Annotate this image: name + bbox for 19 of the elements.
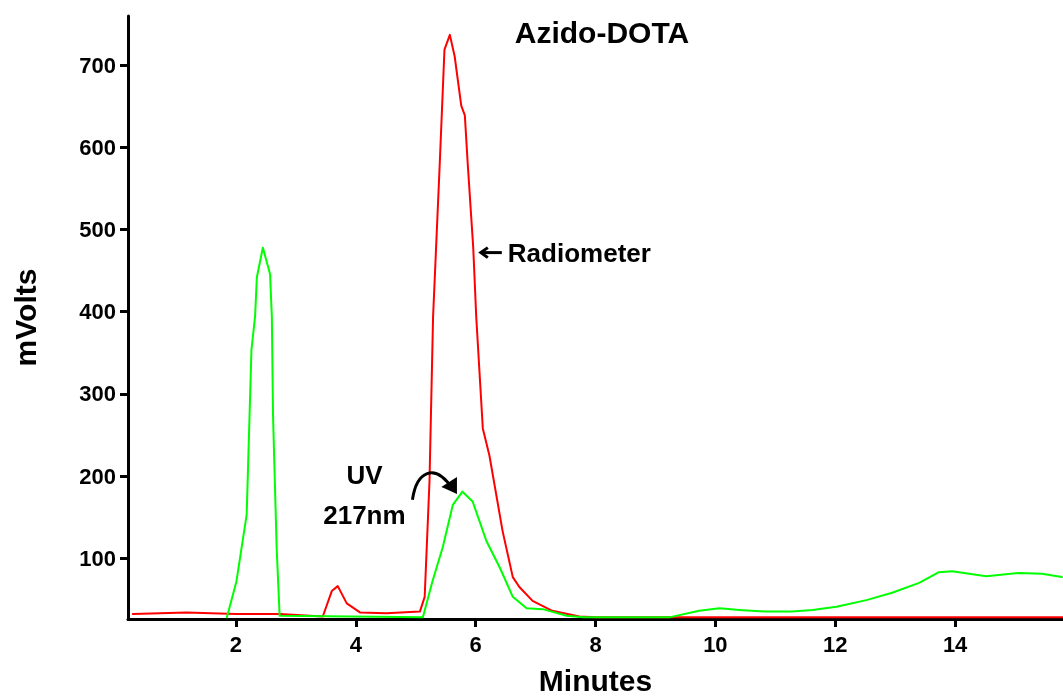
y-tick-label: 600: [79, 134, 116, 160]
x-tick-label: 12: [823, 631, 848, 657]
y-tick-label: 300: [79, 381, 116, 407]
chart-title: Azido-DOTA: [514, 15, 690, 49]
x-tick-label: 4: [349, 631, 363, 657]
y-tick-label: 100: [79, 545, 116, 571]
x-tick-label: 10: [703, 631, 728, 657]
y-tick-label: 500: [79, 217, 116, 243]
y-tick-label: 400: [79, 299, 116, 325]
x-tick-label: 6: [469, 631, 482, 657]
x-tick-label: 8: [589, 631, 602, 657]
annotation: UV 217nm: [322, 458, 407, 532]
y-tick-label: 200: [79, 463, 116, 489]
x-tick-label: 14: [942, 631, 969, 657]
annotation: Radiometer: [507, 236, 651, 270]
y-axis-title: mVolts: [8, 268, 42, 367]
x-axis-title: Minutes: [538, 663, 653, 697]
y-tick-label: 700: [79, 52, 116, 78]
x-tick-label: 2: [229, 631, 243, 657]
